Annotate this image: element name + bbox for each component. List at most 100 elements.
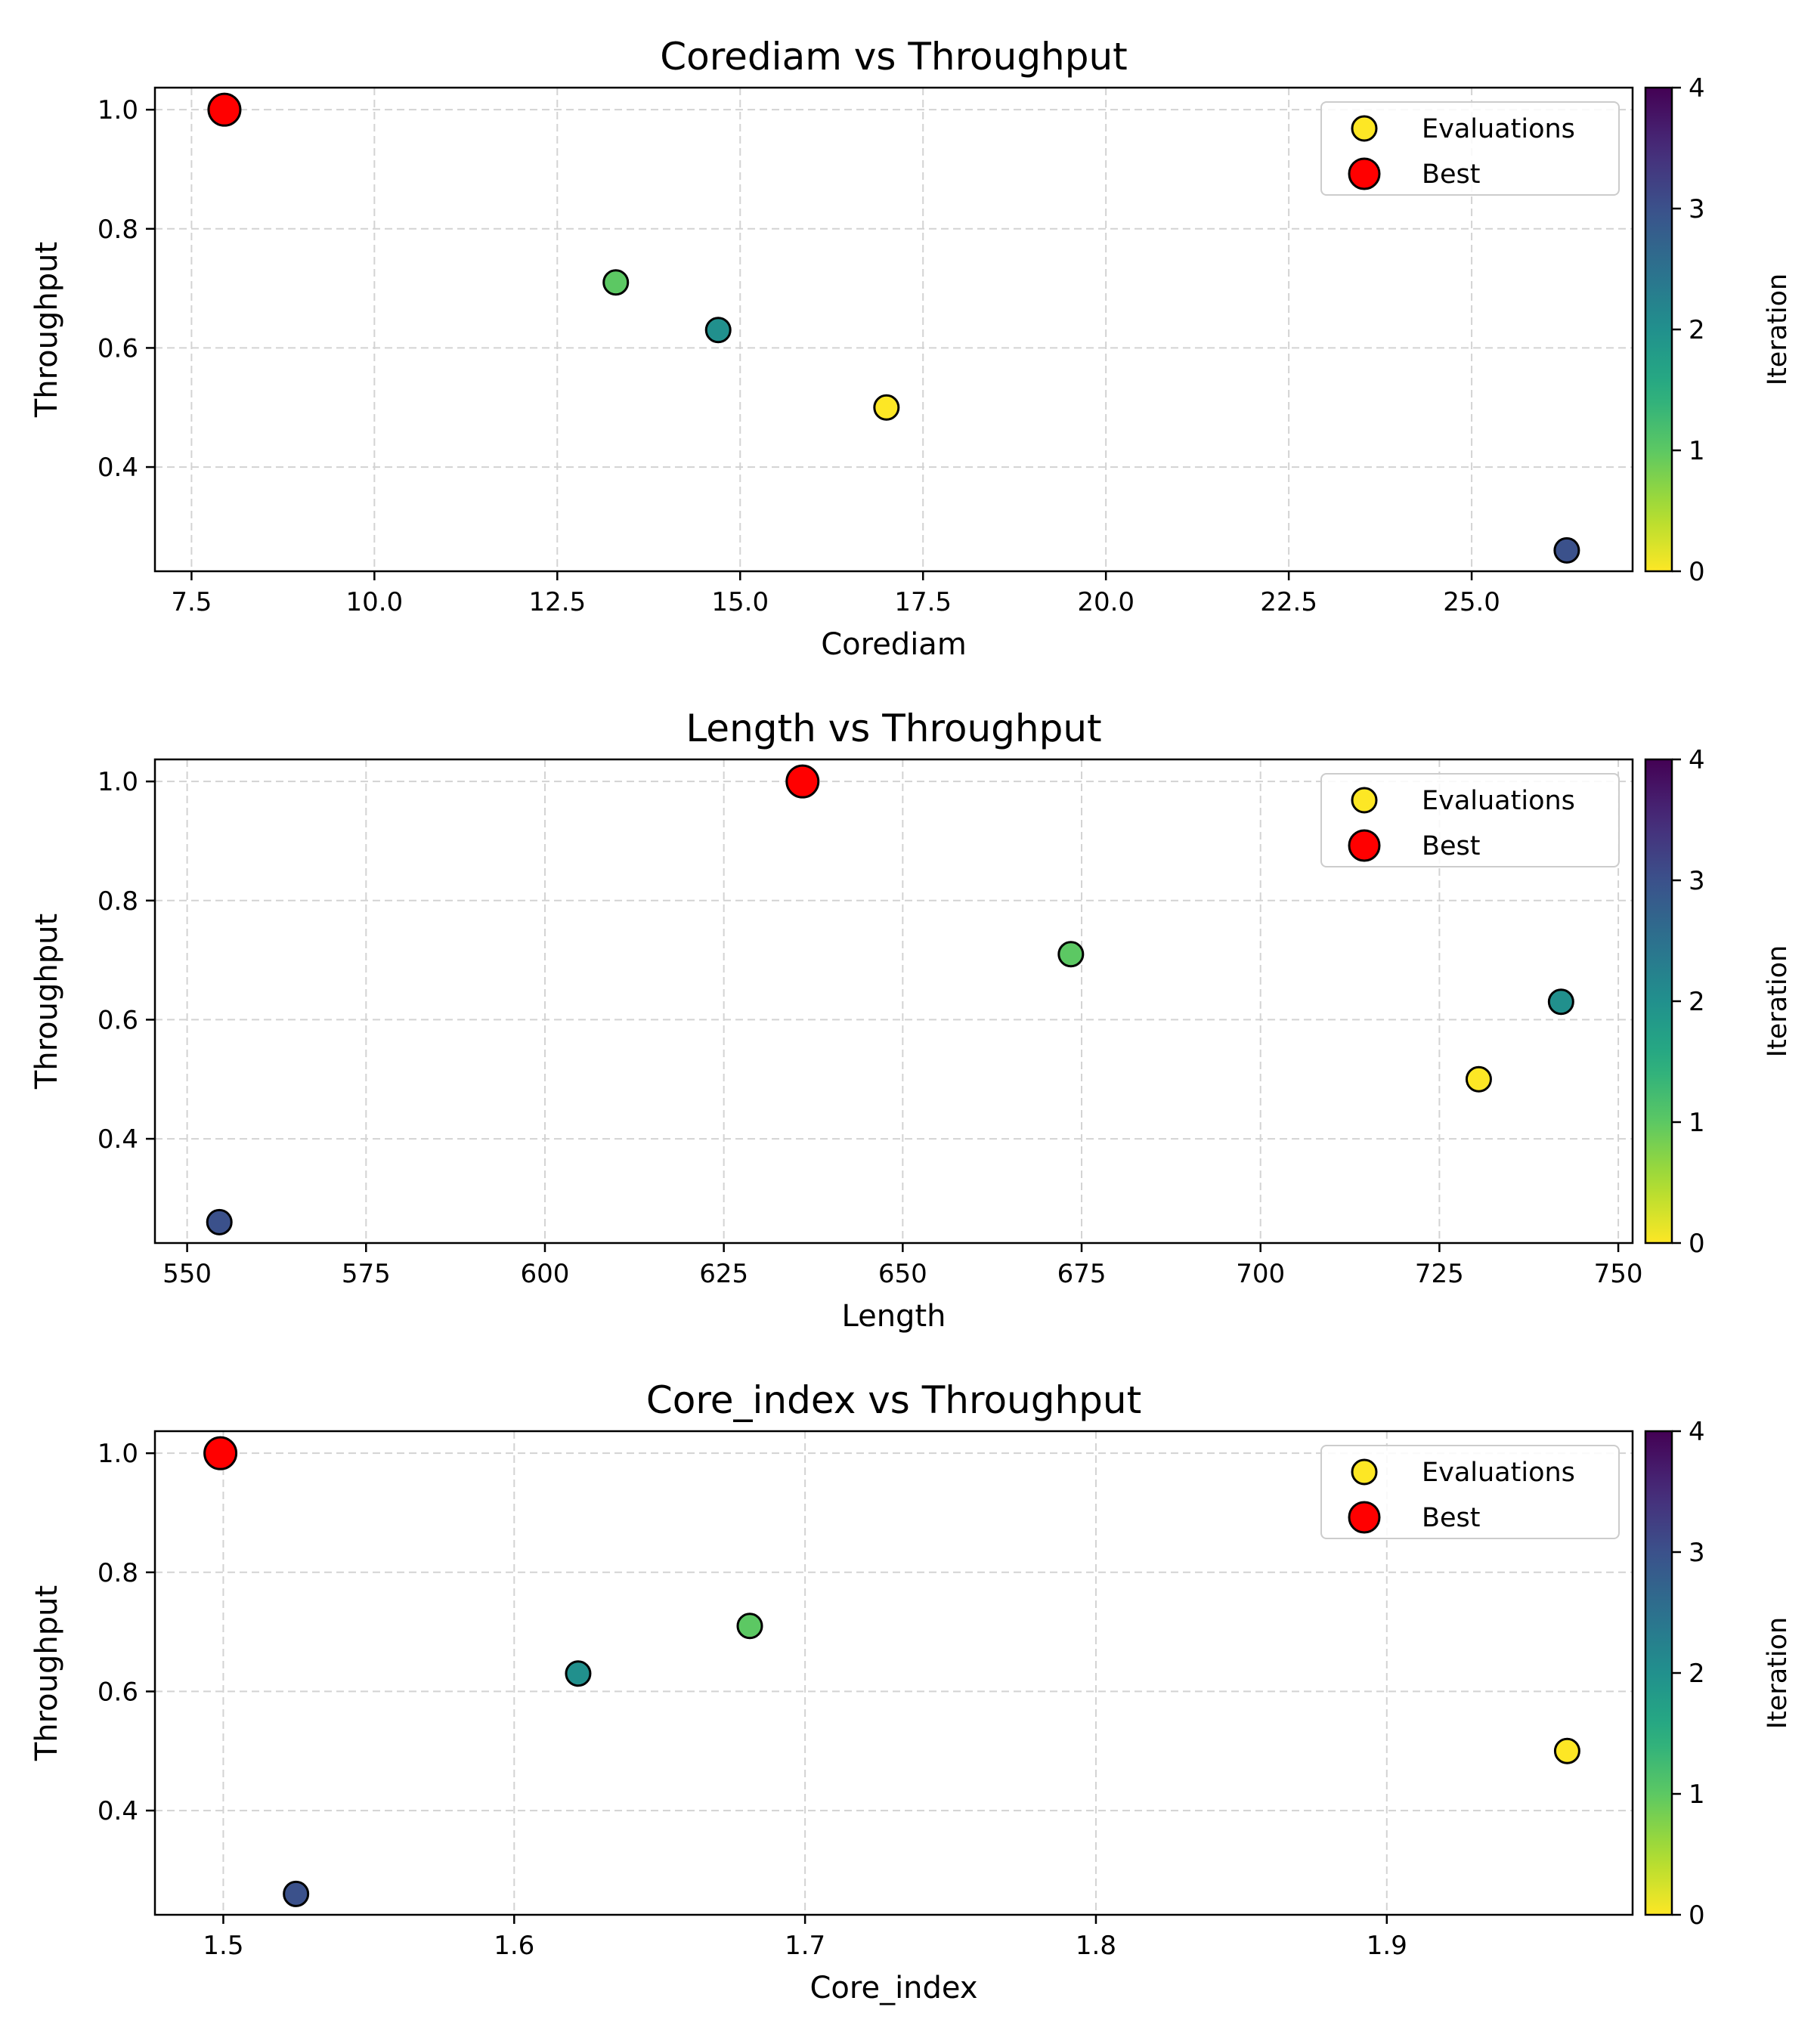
evaluation-point [283, 1880, 310, 1907]
y-tick-label: 0.6 [98, 1677, 138, 1707]
x-tick-label: 700 [1236, 1259, 1285, 1289]
x-axis-label: Length [842, 1299, 946, 1334]
x-axis-label: Corediam [821, 627, 967, 662]
colorbar: 0 1 2 3 4 Iteration [1644, 745, 1793, 1259]
y-tick-label: 0.8 [98, 215, 138, 245]
legend: Evaluations Best [1320, 773, 1620, 867]
colorbar-label: Iteration [1763, 945, 1793, 1057]
evaluation-point [565, 1660, 592, 1687]
x-tick-label: 650 [878, 1259, 927, 1289]
chart-title: Core_index vs Throughput [646, 1378, 1141, 1422]
x-tick-label: 550 [163, 1259, 212, 1289]
x-tick-label: 12.5 [528, 587, 586, 617]
evaluation-point [1553, 537, 1580, 564]
x-tick-label: 575 [342, 1259, 391, 1289]
x-tick-label: 1.6 [494, 1931, 534, 1961]
y-tick-label: 0.4 [98, 453, 138, 483]
evaluation-point [736, 1613, 763, 1640]
legend-marker-evaluations [1351, 787, 1378, 814]
y-axis-label: Throughput [29, 242, 64, 418]
x-tick-label: 25.0 [1443, 587, 1500, 617]
evaluation-point [873, 394, 900, 421]
y-tick-label: 0.4 [98, 1124, 138, 1155]
x-tick-label: 22.5 [1260, 587, 1317, 617]
legend: Evaluations Best [1320, 101, 1620, 196]
colorbar-tick-label: 3 [1689, 1538, 1705, 1568]
legend-box [1320, 773, 1620, 867]
colorbar-tick-label: 2 [1689, 1659, 1705, 1689]
x-tick-label: 7.5 [171, 587, 212, 617]
legend-marker-evaluations [1351, 115, 1378, 142]
axes-frame [153, 758, 1634, 1245]
x-tick-label: 600 [521, 1259, 570, 1289]
legend-label-evaluations: Evaluations [1422, 786, 1575, 816]
legend-box [1320, 101, 1620, 196]
colorbar-gradient [1644, 758, 1673, 1245]
colorbar-tick-label: 1 [1689, 436, 1705, 466]
best-point [207, 92, 242, 127]
evaluation-point [704, 317, 732, 344]
colorbar-label: Iteration [1763, 274, 1793, 385]
chart-panel-2: 550 575 600 625 650 675 700 725 750 0.4 0.6 0.8 1.0 L… [29, 707, 1793, 1334]
colorbar-tick-label: 1 [1689, 1780, 1705, 1810]
y-axis-label: Throughput [29, 1585, 64, 1761]
y-tick-label: 0.8 [98, 1558, 138, 1588]
colorbar-label: Iteration [1763, 1617, 1793, 1729]
colorbar-tick-label: 0 [1689, 1229, 1705, 1259]
colorbar-tick-label: 2 [1689, 987, 1705, 1017]
x-tick-label: 1.7 [785, 1931, 825, 1961]
evaluation-point [1465, 1065, 1492, 1093]
colorbar-tick-label: 4 [1689, 745, 1705, 775]
colorbar-tick-label: 0 [1689, 557, 1705, 587]
axes-frame [153, 86, 1634, 573]
x-tick-label: 725 [1415, 1259, 1464, 1289]
y-tick-label: 1.0 [98, 95, 138, 125]
colorbar-gradient [1644, 1430, 1673, 1916]
legend-box [1320, 1445, 1620, 1539]
colorbar-tick-label: 4 [1689, 1417, 1705, 1447]
colorbar-gradient [1644, 86, 1673, 573]
x-tick-label: 1.9 [1367, 1931, 1407, 1961]
colorbar-tick-label: 1 [1689, 1108, 1705, 1138]
x-tick-label: 625 [699, 1259, 748, 1289]
y-tick-label: 0.8 [98, 886, 138, 917]
y-tick-label: 0.6 [98, 1005, 138, 1035]
x-tick-label: 675 [1057, 1259, 1107, 1289]
x-tick-label: 1.5 [203, 1931, 243, 1961]
x-axis-label: Core_index [809, 1971, 977, 2005]
evaluation-point [1057, 941, 1085, 968]
y-tick-label: 0.6 [98, 333, 138, 363]
legend-label-evaluations: Evaluations [1422, 1458, 1575, 1488]
chart-title: Corediam vs Throughput [660, 35, 1128, 79]
legend-label-evaluations: Evaluations [1422, 114, 1575, 144]
legend-label-best: Best [1422, 831, 1481, 861]
legend: Evaluations Best [1320, 1445, 1620, 1539]
legend-marker-best [1348, 157, 1381, 190]
evaluation-point [1547, 988, 1574, 1016]
evaluation-point [206, 1208, 233, 1235]
legend-label-best: Best [1422, 1503, 1481, 1533]
y-axis-label: Throughput [29, 914, 64, 1090]
colorbar-tick-label: 2 [1689, 315, 1705, 345]
legend-marker-best [1348, 829, 1381, 862]
chart-panel-3: 1.5 1.6 1.7 1.8 1.9 0.4 0.6 0.8 1.0 Core_index vs… [29, 1378, 1793, 2005]
best-point [785, 764, 820, 799]
y-tick-label: 1.0 [98, 767, 138, 797]
x-tick-label: 1.8 [1076, 1931, 1116, 1961]
x-tick-label: 15.0 [711, 587, 769, 617]
colorbar-tick-label: 3 [1689, 194, 1705, 224]
legend-marker-best [1348, 1501, 1381, 1534]
x-tick-label: 17.5 [894, 587, 952, 617]
colorbar: 0 1 2 3 4 Iteration [1644, 73, 1793, 587]
y-tick-label: 0.4 [98, 1796, 138, 1826]
chart-title: Length vs Throughput [686, 707, 1101, 750]
x-tick-label: 20.0 [1077, 587, 1135, 617]
colorbar: 0 1 2 3 4 Iteration [1644, 1417, 1793, 1931]
evaluation-point [602, 269, 630, 296]
chart-panel-1: 7.5 10.0 12.5 15.0 17.5 20.0 22.5 25.0 0.4 0.6 0.8… [29, 35, 1793, 662]
legend-label-best: Best [1422, 159, 1481, 190]
axes-frame [153, 1430, 1634, 1916]
x-tick-label: 10.0 [345, 587, 403, 617]
